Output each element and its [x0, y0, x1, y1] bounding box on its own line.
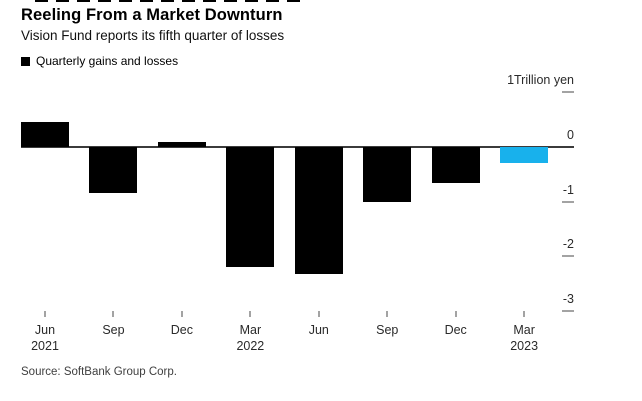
- bar-sep-2022: [363, 147, 412, 202]
- x-axis-zero-line: [21, 146, 574, 148]
- y-tick-label: -1: [562, 182, 574, 197]
- bar-jun-2022: [294, 147, 343, 275]
- x-tick-mark: [454, 311, 457, 317]
- x-tick-label-year: 2022: [236, 339, 265, 353]
- y-tick-mark: [562, 255, 574, 258]
- x-tick-mark: [386, 311, 389, 317]
- x-tick-label-month: Sep: [376, 323, 399, 337]
- legend-label: Quarterly gains and losses: [36, 54, 179, 68]
- legend: Quarterly gains and losses: [21, 54, 178, 68]
- x-tick-mark: [180, 311, 183, 317]
- bar-jun-2021: [21, 122, 69, 147]
- bar-dec-2022: [431, 147, 480, 184]
- x-tick-label-month: Jun: [308, 323, 329, 337]
- bar-mar-2022: [226, 147, 275, 268]
- bar-sep-2021: [89, 147, 138, 194]
- chart-title: Reeling From a Market Downturn: [21, 6, 283, 24]
- x-tick-label-month: Mar: [239, 323, 262, 337]
- y-tick-label: -3: [562, 291, 574, 306]
- y-tick-mark: [562, 200, 574, 203]
- y-tick-mark: [562, 91, 574, 94]
- y-tick-mark: [562, 309, 574, 312]
- source-note: Source: SoftBank Group Corp.: [21, 366, 177, 378]
- bar-dec-2021: [157, 142, 206, 147]
- x-tick-label-year: 2021: [31, 339, 59, 353]
- x-tick-mark: [44, 311, 46, 317]
- y-tick-label: -2: [562, 237, 574, 252]
- y-tick-label: 0: [567, 128, 574, 142]
- x-tick-label-month: Mar: [513, 323, 535, 337]
- x-tick-mark: [523, 311, 526, 317]
- bar-mar-2023: [500, 147, 549, 164]
- x-tick-label-month: Jun: [34, 323, 56, 337]
- x-tick-mark: [317, 311, 320, 317]
- x-tick-label-year: 2023: [510, 339, 539, 353]
- legend-swatch-icon: [21, 56, 30, 66]
- clipped-text-artifact: [35, 0, 307, 2]
- x-tick-mark: [112, 311, 115, 317]
- x-tick-label-month: Sep: [102, 323, 125, 337]
- x-tick-label-month: Dec: [170, 323, 193, 337]
- y-tick-label: 1Trillion yen: [507, 73, 574, 88]
- chart-subtitle: Vision Fund reports its fifth quarter of…: [21, 28, 285, 43]
- x-tick-label-month: Dec: [444, 323, 467, 337]
- x-tick-mark: [249, 311, 252, 317]
